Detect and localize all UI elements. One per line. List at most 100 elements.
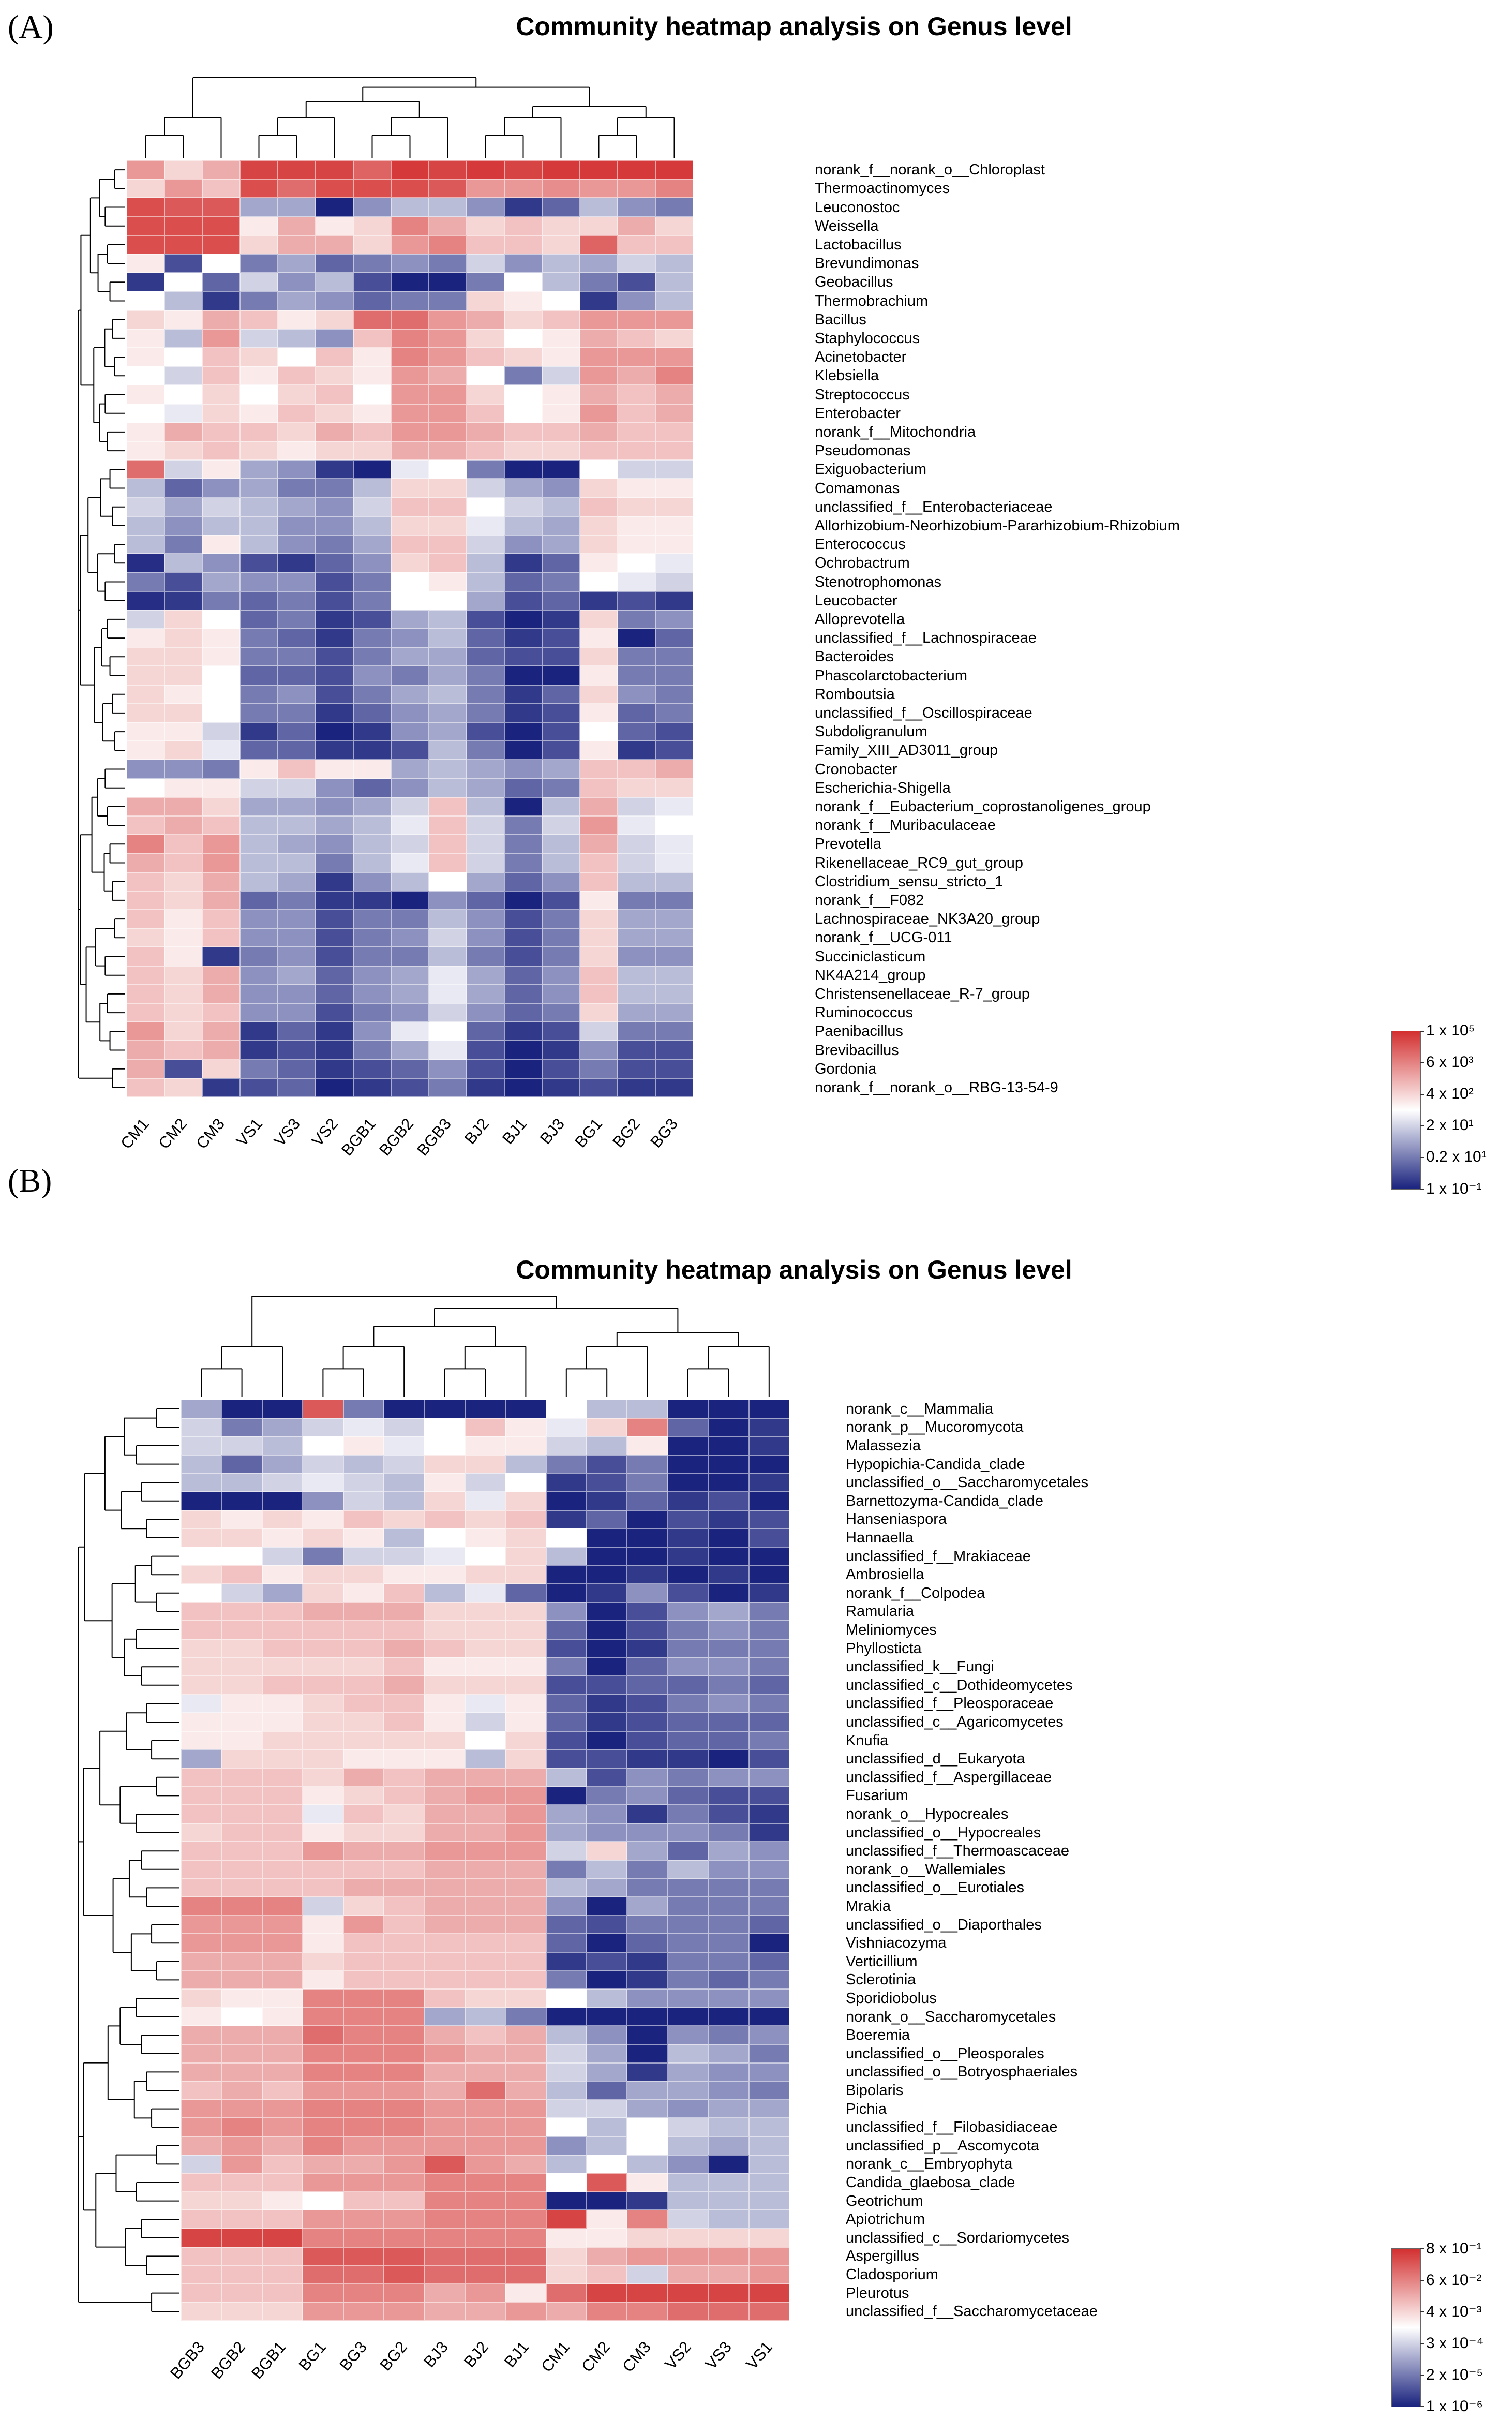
heatmap-cell — [424, 1639, 465, 1658]
heatmap-cell — [429, 760, 467, 779]
legend-tick-label: 2 x 10⁻⁵ — [1426, 2366, 1483, 2383]
heatmap-cell — [202, 516, 240, 535]
heatmap-cell — [546, 1639, 587, 1658]
heatmap-cell — [181, 1878, 222, 1897]
heatmap-cell — [391, 291, 429, 310]
heatmap-cell — [240, 422, 278, 441]
heatmap-cell — [353, 703, 391, 722]
heatmap-cell — [316, 1003, 353, 1022]
heatmap-cell — [580, 816, 618, 835]
heatmap-cell — [164, 497, 202, 516]
heatmap-cell — [240, 778, 278, 797]
heatmap-cell — [708, 1934, 749, 1952]
heatmap-cell — [181, 2118, 222, 2136]
heatmap-cell — [467, 535, 504, 554]
heatmap-cell — [303, 1400, 343, 1418]
heatmap-cell — [429, 591, 467, 610]
heatmap-cell — [127, 273, 164, 292]
heatmap-cell — [467, 1022, 504, 1041]
heatmap-cell — [353, 235, 391, 254]
heatmap-cell — [384, 1749, 425, 1768]
heatmap-cell — [127, 1078, 164, 1097]
heatmap-cell — [384, 2155, 425, 2174]
heatmap-cell — [391, 629, 429, 648]
heatmap-cell — [587, 1768, 627, 1787]
heatmap-cell — [542, 610, 580, 629]
heatmap-cell — [278, 891, 316, 910]
heatmap-cell — [708, 2191, 749, 2210]
heatmap-cell — [424, 2173, 465, 2192]
heatmap-cell — [580, 1078, 618, 1097]
heatmap-cell — [164, 460, 202, 479]
heatmap-cell — [384, 1676, 425, 1695]
heatmap-cell — [504, 497, 542, 516]
heatmap-cell — [618, 778, 655, 797]
heatmap-cell — [221, 1547, 262, 1566]
heatmap-cell — [546, 1915, 587, 1934]
row-label: Boeremia — [846, 2027, 910, 2044]
heatmap-cell — [164, 572, 202, 591]
heatmap-cell — [708, 2302, 749, 2321]
row-label: Clostridium_sensu_stricto_1 — [815, 873, 1004, 890]
heatmap-cell — [655, 910, 693, 929]
heatmap-cell — [546, 1897, 587, 1916]
heatmap-cell — [240, 666, 278, 685]
heatmap-cell — [618, 685, 655, 704]
row-label: unclassified_c__Dothideomycetes — [846, 1676, 1073, 1694]
row-label: Geobacillus — [815, 274, 893, 291]
heatmap-cell — [627, 1768, 668, 1787]
heatmap-cell — [429, 891, 467, 910]
heatmap-cell — [316, 404, 353, 423]
heatmap-cell — [424, 2283, 465, 2303]
heatmap-cell — [202, 497, 240, 516]
heatmap-cell — [424, 1878, 465, 1897]
heatmap-cell — [181, 1621, 222, 1639]
row-label: Hannaella — [846, 1530, 914, 1546]
heatmap-cell — [429, 1059, 467, 1078]
heatmap-cell — [546, 1676, 587, 1695]
heatmap-cell — [505, 2026, 546, 2044]
heatmap-cell — [202, 947, 240, 966]
heatmap-cell — [353, 291, 391, 310]
heatmap-cell — [240, 629, 278, 648]
heatmap-cell — [467, 497, 504, 516]
heatmap-cell — [655, 629, 693, 648]
heatmap-cell — [181, 2247, 222, 2266]
heatmap-cell — [221, 1768, 262, 1787]
heatmap-cell — [262, 1473, 303, 1492]
heatmap-cell — [164, 591, 202, 610]
heatmap-cell — [580, 160, 618, 180]
heatmap-cell — [343, 1915, 384, 1934]
heatmap-cell — [708, 1915, 749, 1934]
heatmap-cell — [667, 2229, 709, 2247]
heatmap-cell — [467, 460, 504, 479]
heatmap-cell — [655, 216, 693, 235]
heatmap-cell — [748, 2062, 789, 2082]
heatmap-cell — [655, 422, 693, 441]
heatmap-cell — [343, 2044, 384, 2063]
heatmap-cell — [667, 2210, 709, 2229]
chart-title: Community heatmap analysis on Genus leve… — [516, 1255, 1072, 1284]
legend-tick-mark — [1420, 2280, 1424, 2281]
heatmap-cell — [505, 1897, 546, 1916]
heatmap-cell — [181, 2283, 222, 2303]
heatmap-cell — [391, 928, 429, 947]
heatmap-cell — [546, 2062, 587, 2082]
heatmap-cell — [303, 1676, 343, 1695]
heatmap-cell — [353, 460, 391, 479]
heatmap-cell — [542, 591, 580, 610]
heatmap-cell — [748, 1878, 789, 1897]
heatmap-cell — [580, 516, 618, 535]
heatmap-cell — [465, 1878, 506, 1897]
heatmap-cell — [505, 1584, 546, 1602]
heatmap-cell — [424, 1676, 465, 1695]
heatmap-cell — [655, 1003, 693, 1022]
row-label: norank_f__Eubacterium_coprostanoligenes_… — [815, 798, 1151, 815]
row-label: Phascolarctobacterium — [815, 667, 967, 684]
heatmap-cell — [164, 254, 202, 273]
heatmap-cell — [546, 1786, 587, 1805]
heatmap-cell — [655, 984, 693, 1003]
heatmap-cell — [627, 2136, 668, 2155]
row-label: norank_f__Colpodea — [846, 1584, 985, 1601]
heatmap-cell — [546, 1473, 587, 1492]
